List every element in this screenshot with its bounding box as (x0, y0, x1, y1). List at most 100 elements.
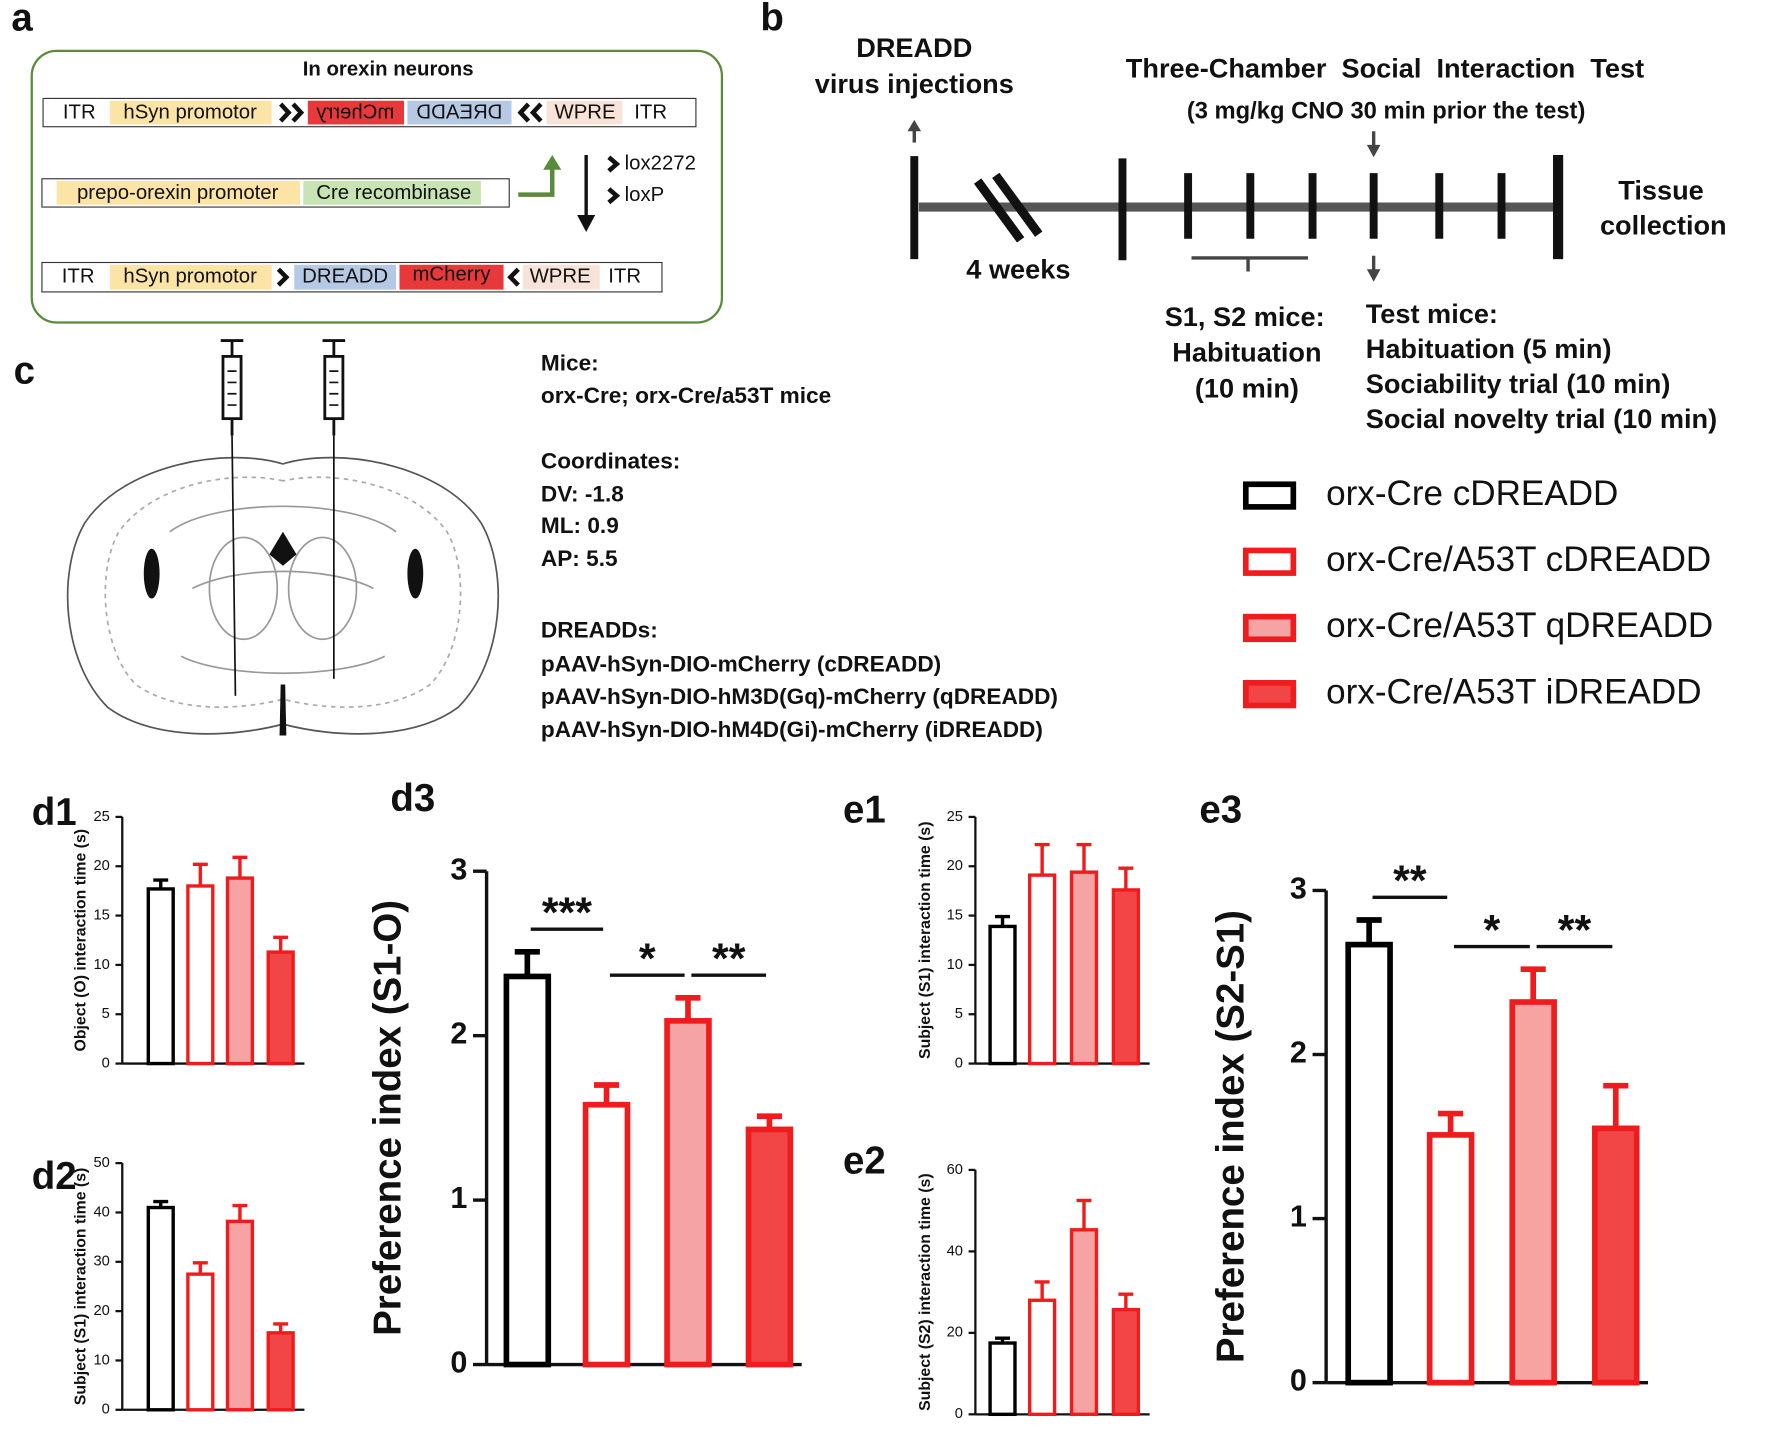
bar (225, 876, 255, 1066)
y-tick-label: 2 (450, 1017, 467, 1051)
error-bar (192, 862, 208, 886)
bar (1592, 1125, 1640, 1386)
legend-swatch (1242, 547, 1297, 576)
y-axis-label: Subject (S2) interaction time (s) (917, 1173, 934, 1410)
error-bar (1076, 1198, 1092, 1230)
expression-arrow (518, 167, 555, 197)
y-tick-label: 2 (1290, 1036, 1307, 1070)
legend-swatch (1242, 613, 1297, 643)
bracket (1191, 256, 1309, 272)
text-line: pAAV-hSyn-DIO-hM3D(Gq)-mCherry (qDREADD) (541, 684, 1058, 709)
panel-label: e2 (843, 1139, 886, 1182)
y-tick-label: 3 (1290, 872, 1307, 906)
timeline-label: virus injections (815, 68, 1014, 99)
panel-label: a (11, 0, 33, 40)
bar (186, 1272, 215, 1412)
lox-key (607, 155, 621, 205)
y-tick-label: 15 (947, 907, 963, 923)
ventricle (143, 548, 160, 599)
segment (522, 264, 600, 290)
text-heading: Mice: (541, 350, 599, 375)
text-line: pAAV-hSyn-DIO-mCherry (cDREADD) (541, 651, 941, 676)
segment (407, 100, 512, 125)
panel-label: d1 (32, 791, 77, 834)
y-tick-label: 60 (947, 1162, 963, 1178)
error-bar (514, 948, 540, 977)
timeline-label: Habituation (1172, 336, 1321, 367)
timeline-label: Tissue (1618, 175, 1704, 206)
arrow-head (907, 119, 922, 132)
y-tick-label: 5 (102, 1006, 110, 1022)
y-tick-label: 0 (102, 1402, 110, 1418)
arrow-head (1366, 269, 1381, 282)
y-axis-label: Preference index (S2-S1) (1210, 910, 1253, 1363)
bar (988, 924, 1017, 1066)
y-tick-label: 20 (947, 858, 963, 874)
arrow-head (543, 155, 562, 170)
panel-label: c (14, 350, 35, 393)
bar (225, 1219, 255, 1412)
bar (186, 884, 215, 1066)
syringe (220, 339, 244, 696)
panel-label: e3 (1199, 789, 1242, 832)
text-line: AP: 5.5 (541, 546, 618, 571)
error-bar (1356, 917, 1382, 945)
significance-label: * (639, 935, 656, 983)
segment-label: Cre recombinase (316, 182, 471, 204)
significance-label: ** (1558, 906, 1592, 954)
segment (109, 100, 272, 125)
bar (1509, 999, 1557, 1386)
segment (56, 181, 300, 205)
panel-label: d3 (390, 777, 435, 820)
text-line: orx-Cre; orx-Cre/a53T mice (541, 383, 831, 408)
segment (109, 264, 272, 290)
bar (146, 887, 175, 1066)
bar (1345, 941, 1393, 1386)
site-label: lox2272 (625, 152, 696, 174)
y-tick-label: 15 (93, 907, 109, 923)
y-tick-label: 3 (450, 852, 467, 886)
legend-label: orx-Cre/A53T qDREADD (1326, 606, 1713, 645)
significance-label: * (1484, 906, 1501, 954)
timeline-label: Social novelty trial (10 min) (1366, 403, 1717, 434)
y-tick-label: 10 (93, 1352, 109, 1368)
text-heading: Coordinates: (541, 449, 680, 474)
y-tick-label: 10 (93, 957, 109, 973)
y-tick-label: 0 (1290, 1364, 1307, 1398)
bar (266, 950, 295, 1066)
timeline-label: Sociability trial (10 min) (1366, 368, 1671, 399)
y-tick-label: 20 (947, 1325, 963, 1341)
lox-sites (279, 102, 543, 123)
bar (988, 1341, 1017, 1417)
error-bar (1438, 1110, 1464, 1135)
time-break (973, 172, 1043, 243)
ventricle (279, 684, 287, 736)
arrow-head (1366, 144, 1381, 158)
error-bar (273, 935, 289, 953)
error-bar (232, 855, 248, 879)
legend-label: orx-Cre cDREADD (1326, 474, 1618, 513)
segment-label: hSyn promotor (123, 266, 257, 288)
segment (294, 264, 397, 290)
error-bar (1076, 842, 1092, 873)
arrow-head (577, 214, 596, 232)
segment-label: WPRE (554, 102, 615, 124)
y-axis-label: Subject (S1) interaction time (s) (73, 1168, 90, 1405)
y-tick-label: 20 (93, 1303, 109, 1319)
segment (307, 100, 404, 125)
syringe (322, 339, 346, 679)
legend-swatch (1242, 481, 1297, 510)
segment (399, 264, 504, 290)
bar (1069, 870, 1099, 1066)
legend-label: orx-Cre/A53T iDREADD (1326, 672, 1701, 711)
error-bar (675, 995, 701, 1021)
y-tick-label: 0 (955, 1406, 963, 1422)
y-tick-label: 30 (93, 1254, 109, 1270)
segment-label: hSyn promotor (123, 102, 257, 124)
y-tick-label: 10 (947, 957, 963, 973)
error-bar (1118, 866, 1134, 890)
y-tick-label: 1 (450, 1181, 467, 1215)
error-bar (1603, 1082, 1629, 1129)
